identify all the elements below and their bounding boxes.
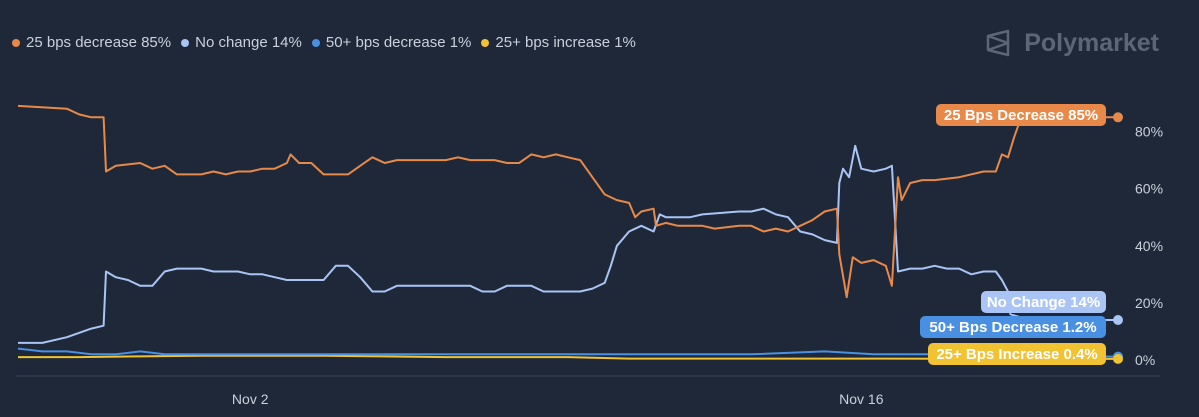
y-tick-label: 40% <box>1135 238 1163 254</box>
y-tick-label: 80% <box>1135 124 1163 140</box>
series-line-50-bps-decrease <box>17 347 1119 358</box>
brand-name: Polymarket <box>1024 28 1159 57</box>
legend-item-25-bps-decrease[interactable]: 25 bps decrease 85% <box>12 34 171 51</box>
legend-label: 25+ bps increase 1% <box>495 34 636 51</box>
series-line-25-bps-increase <box>18 354 1118 360</box>
series-end-label-box <box>928 343 1106 365</box>
legend-item-no-change[interactable]: No change 14% <box>181 34 302 51</box>
x-tick-label: Nov 2 <box>232 391 269 407</box>
legend-item-50-bps-decrease[interactable]: 50+ bps decrease 1% <box>311 34 472 51</box>
series-end-point <box>1113 353 1123 364</box>
series-end-label-box <box>920 316 1106 338</box>
legend-label: 25 bps decrease 85% <box>26 34 172 51</box>
series-end-label-box <box>936 104 1106 126</box>
legend-dot <box>481 38 490 47</box>
series-end-point <box>1113 112 1123 123</box>
chart-legend: 25 bps decrease 85% No change 14% 50+ bp… <box>12 34 636 51</box>
series-line-no-change <box>18 144 1118 344</box>
series-end-point <box>1113 315 1123 326</box>
polymarket-logo-icon <box>986 29 1010 57</box>
legend-item-25-bps-increase[interactable]: 25+ bps increase 1% <box>481 34 636 51</box>
x-tick-label: Nov 16 <box>839 391 884 407</box>
legend-dot <box>181 38 190 47</box>
series-end-label: 25+ Bps Increase 0.4% <box>936 346 1097 363</box>
series-end-label: 25 Bps Decrease 85% <box>944 107 1098 124</box>
series-end-label: 50+ Bps Decrease 1.2% <box>929 319 1096 336</box>
y-tick-label: 60% <box>1135 181 1163 197</box>
legend-dot <box>12 38 20 47</box>
y-tick-label: 20% <box>1135 295 1163 311</box>
y-tick-label: 0% <box>1135 352 1155 368</box>
series-line-25-bps-decrease <box>17 104 1118 299</box>
series-end-label-box <box>981 291 1106 313</box>
series-end-label: No Change 14% <box>987 294 1100 311</box>
polymarket-logo[interactable]: Polymarket <box>984 28 1159 58</box>
legend-label: No change 14% <box>195 34 302 51</box>
legend-dot <box>311 38 320 47</box>
legend-label: 50+ bps decrease 1% <box>325 34 472 51</box>
